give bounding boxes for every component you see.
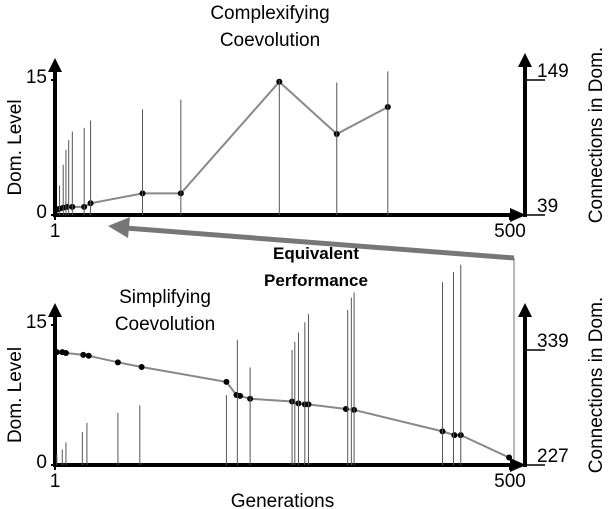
y-axis-label: Dom. Level — [5, 99, 26, 195]
dominance-point — [53, 349, 60, 356]
y2-tick-label: 39 — [537, 196, 558, 217]
x-tick-label: 1 — [50, 471, 61, 492]
dominance-point — [114, 359, 121, 366]
axis-arrowhead — [48, 58, 62, 72]
axis-arrowhead — [518, 53, 532, 67]
x-tick-label: 1 — [50, 221, 61, 242]
y-tick-label: 0 — [36, 202, 47, 223]
dominance-line — [56, 80, 389, 211]
y-tick-label: 15 — [26, 67, 47, 88]
annotation: Equivalent Performance — [264, 244, 368, 290]
dominance-point — [62, 350, 69, 356]
y-axis-label: Dom. Level — [5, 347, 26, 443]
dominance-line — [56, 351, 510, 459]
dominance-point — [451, 432, 458, 439]
annotation-arrow — [124, 225, 515, 261]
dominance-point — [80, 351, 87, 358]
y2-tick-label: 149 — [537, 61, 569, 82]
annotation-arrowhead — [108, 217, 130, 238]
y-tick-label: 15 — [26, 312, 47, 333]
axis-arrowhead — [48, 303, 62, 317]
chart-title: Complexifying Coevolution — [210, 3, 330, 51]
axis-arrowhead — [510, 458, 526, 472]
y2-axis-label: Connections in Dom. — [586, 47, 607, 223]
chart-title: Simplifying Coevolution — [114, 287, 216, 335]
x-tick-label: 500 — [494, 221, 526, 242]
dominance-point — [85, 352, 92, 359]
dominance-point — [506, 454, 513, 461]
y2-axis-label: Connections in Dom. — [586, 297, 607, 473]
x-tick-label: 500 — [494, 471, 526, 492]
dominance-point — [138, 364, 145, 370]
x-axis-label: Generations — [231, 491, 335, 509]
y2-tick-label: 339 — [537, 331, 569, 352]
dominance-point — [237, 392, 244, 399]
y-tick-label: 0 — [36, 452, 47, 473]
axis-arrowhead — [510, 208, 526, 222]
dominance-point — [223, 378, 230, 385]
y2-tick-label: 227 — [537, 446, 569, 467]
axis-arrowhead — [518, 303, 532, 317]
